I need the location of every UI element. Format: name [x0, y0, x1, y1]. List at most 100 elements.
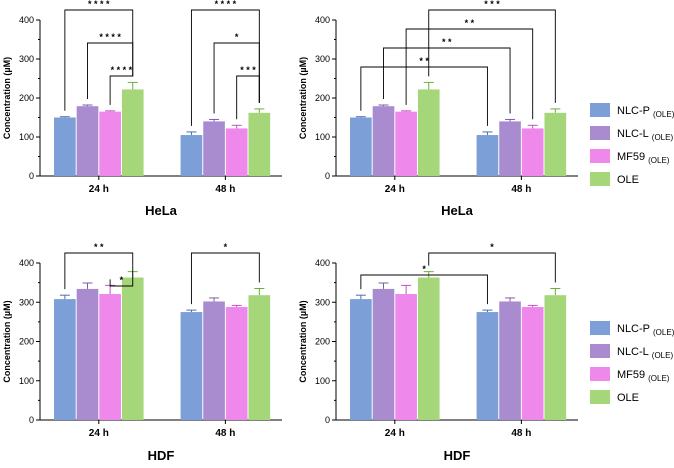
bar-ole-1 [417, 277, 440, 420]
significance-bracket [87, 42, 134, 100]
y-tick-label: 200 [19, 93, 34, 103]
bar-nlc-l-2 [499, 301, 521, 420]
x-category-label: 24 h [385, 184, 405, 195]
y-tick-label: 0 [325, 415, 330, 425]
panel-title: HDF [148, 448, 175, 463]
significance-bracket [64, 252, 134, 290]
bar-mf59-1 [395, 294, 417, 420]
bar-mf59-2 [225, 128, 248, 176]
significance-bracket [236, 75, 260, 120]
legend-2: NLC-P (OLE)NLC-L (OLE)MF59 (OLE)OLE [590, 321, 674, 404]
legend-label-main: NLC-P [617, 105, 650, 117]
x-category-label: 48 h [215, 184, 235, 195]
y-tick-label: 400 [315, 15, 330, 25]
significance-label: * * * [484, 0, 500, 9]
significance-bracket [109, 265, 134, 287]
bar-nlc-p-1 [350, 299, 372, 420]
bar-nlc-p-2 [180, 135, 203, 176]
bar-nlc-l-2 [203, 301, 225, 420]
x-category-label: 48 h [511, 184, 531, 195]
significance-label: * * [419, 56, 429, 66]
significance-bracket [428, 252, 556, 283]
bar-mf59-1 [395, 111, 417, 176]
y-tick-label: 100 [19, 376, 34, 386]
legend-label-main: MF59 [617, 151, 645, 163]
bar-ole-2 [248, 112, 271, 176]
legend-swatch-ole [590, 172, 610, 186]
y-tick-label: 100 [315, 376, 330, 386]
legend-label-main: OLE [617, 392, 639, 404]
legend-label: MF59 (OLE) [617, 151, 670, 165]
bar-nlc-p-1 [54, 117, 76, 176]
legend-label-main: NLC-L [617, 128, 649, 140]
x-category-label: 48 h [215, 428, 235, 439]
bar-nlc-p-2 [476, 312, 499, 420]
chart-panel-1: 0 100 200 300 400 24 h 48 h Concentration (µM) H… [2, 0, 282, 218]
legend-label: NLC-L (OLE) [617, 346, 673, 360]
bar-nlc-l-1 [76, 288, 99, 420]
bar-mf59-1 [99, 294, 121, 420]
legend-label: NLC-P (OLE) [617, 323, 674, 337]
significance-label: * * [442, 37, 452, 47]
legend-label-main: NLC-L [617, 346, 649, 358]
y-tick-label: 200 [315, 93, 330, 103]
significance-label: * [224, 242, 228, 252]
bar-mf59-2 [521, 306, 544, 420]
legend-label: NLC-L (OLE) [617, 128, 673, 142]
legend-label: MF59 (OLE) [617, 369, 670, 383]
bar-ole-1 [417, 89, 440, 176]
y-tick-label: 200 [315, 337, 330, 347]
legend-label-subscript: (OLE) [652, 133, 674, 142]
legend-label-subscript: (OLE) [653, 110, 674, 119]
legend-label: OLE [617, 392, 639, 404]
legend-swatch-nlc-p [590, 103, 610, 117]
y-axis-label: Concentration (µM) [2, 57, 12, 139]
y-tick-label: 100 [19, 132, 34, 142]
legend-label-subscript: (OLE) [652, 351, 674, 360]
significance-label: * * * * [111, 65, 133, 75]
legend-label-subscript: (OLE) [648, 374, 670, 383]
y-tick-label: 0 [325, 171, 330, 181]
panel-title: HeLa [441, 203, 474, 218]
significance-bracket [383, 47, 511, 114]
chart-panel-4: 0 100 200 300 400 24 h 48 h Concentration (µM) H… [298, 242, 578, 463]
y-axis-label: Concentration (µM) [2, 300, 12, 382]
bar-nlc-l-1 [76, 106, 99, 176]
legend-swatch-nlc-l [590, 126, 610, 140]
legend-label-main: NLC-P [617, 323, 650, 335]
bar-ole-2 [544, 112, 567, 176]
chart-panel-3: 0 100 200 300 400 24 h 48 h Concentration (µM) H… [2, 242, 282, 463]
legend-label: OLE [617, 174, 639, 186]
legend-label-subscript: (OLE) [648, 156, 670, 165]
significance-label: * * [94, 242, 104, 252]
y-tick-label: 0 [29, 415, 34, 425]
x-category-label: 24 h [89, 184, 109, 195]
bar-nlc-p-2 [476, 135, 499, 176]
significance-label: * * [465, 18, 475, 28]
significance-bracket [190, 252, 260, 305]
bar-ole-1 [121, 89, 144, 176]
y-tick-label: 300 [19, 297, 34, 307]
bar-ole-1 [121, 277, 144, 420]
y-tick-label: 100 [315, 132, 330, 142]
legend-label: NLC-P (OLE) [617, 105, 674, 119]
significance-label: * [490, 242, 494, 252]
panel-title: HDF [444, 448, 471, 463]
significance-label: * [120, 275, 124, 285]
legend-label-main: OLE [617, 174, 639, 186]
significance-label: * [235, 32, 239, 42]
y-tick-label: 0 [29, 171, 34, 181]
significance-bracket [428, 9, 556, 103]
significance-label: * [422, 264, 426, 274]
y-axis-label: Concentration (µM) [298, 300, 308, 382]
y-tick-label: 200 [19, 337, 34, 347]
significance-bracket [360, 66, 488, 126]
chart-panel-2: 0 100 200 300 400 24 h 48 h Concentration (µM) H… [298, 0, 578, 218]
legend-1: NLC-P (OLE)NLC-L (OLE)MF59 (OLE)OLE [590, 103, 674, 186]
x-category-label: 24 h [89, 428, 109, 439]
y-tick-label: 400 [19, 258, 34, 268]
bar-nlc-p-2 [180, 312, 203, 420]
significance-bracket [360, 274, 488, 305]
